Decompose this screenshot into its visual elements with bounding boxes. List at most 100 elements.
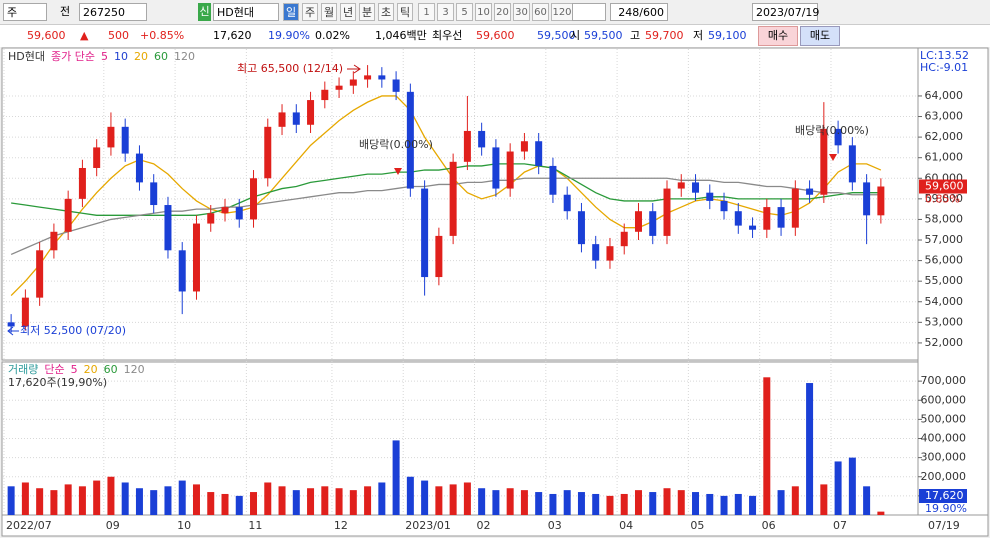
x-tick-label: 11 xyxy=(248,519,262,532)
period-button[interactable]: 틱 xyxy=(397,3,413,21)
high-arrow xyxy=(347,64,361,74)
arrow: ▲ xyxy=(80,29,89,42)
candle-body xyxy=(392,79,400,92)
high-label: 고 xyxy=(630,29,641,42)
volume-bar xyxy=(192,484,200,515)
unit-button[interactable]: 5 xyxy=(456,3,473,21)
period-button[interactable]: 년 xyxy=(340,3,356,21)
dividend-annotation: 배당락(0.00%) xyxy=(795,124,869,137)
candle-body xyxy=(706,192,714,201)
y-tick-label: 300,000 xyxy=(921,451,967,464)
unit-button[interactable]: 60 xyxy=(532,3,549,21)
price-tag-change: 0.85% xyxy=(925,193,960,206)
x-tick-label: 03 xyxy=(548,519,562,532)
legend-item: 60 xyxy=(154,50,168,63)
period-type[interactable]: 주 xyxy=(3,3,47,21)
candle-body xyxy=(592,244,600,261)
legend-item: 60 xyxy=(104,363,118,376)
unit-input[interactable] xyxy=(572,3,606,21)
buy-button[interactable]: 매수 xyxy=(758,26,798,46)
candle-body xyxy=(50,231,58,251)
candle-body xyxy=(834,128,842,146)
volume-tag xyxy=(919,489,967,503)
y-tick-label: 63,000 xyxy=(925,110,964,123)
volume-bar xyxy=(763,377,771,515)
candle-body xyxy=(349,79,357,86)
high: 59,700 xyxy=(645,29,684,42)
candle-body xyxy=(492,147,500,189)
moving-average xyxy=(11,163,881,216)
x-tick-label: 07 xyxy=(833,519,847,532)
candle-body xyxy=(421,188,429,278)
code-input[interactable]: 267250 xyxy=(79,3,147,21)
unit-button[interactable]: 1 xyxy=(418,3,435,21)
volume-bar xyxy=(706,493,714,515)
period-button[interactable]: 월 xyxy=(321,3,337,21)
volume-bar xyxy=(563,490,571,515)
candle-body xyxy=(278,112,286,127)
period-button[interactable]: 분 xyxy=(359,3,375,21)
volume-bar xyxy=(692,492,700,515)
volume-bar xyxy=(620,493,628,515)
candle-body xyxy=(78,167,86,199)
candle-body xyxy=(235,207,243,220)
volume-bar xyxy=(848,457,856,515)
period-button[interactable]: 일 xyxy=(283,3,299,21)
volume-bar xyxy=(378,482,386,515)
unit-button[interactable]: 10 xyxy=(475,3,492,21)
unit-button[interactable]: 30 xyxy=(513,3,530,21)
volume-bar xyxy=(863,486,871,515)
y-tick-label: 600,000 xyxy=(921,393,967,406)
volume-bar xyxy=(7,486,15,515)
legend-item: 10 xyxy=(114,50,128,63)
unit-button[interactable]: 20 xyxy=(494,3,511,21)
legend-item: 120 xyxy=(174,50,195,63)
price-tag xyxy=(919,179,967,194)
candle-body xyxy=(307,100,315,125)
volume-bar xyxy=(64,484,72,515)
candle-body xyxy=(463,130,471,162)
date-input[interactable]: 2023/07/19 xyxy=(752,3,819,21)
period-button[interactable]: 초 xyxy=(378,3,394,21)
volume-bar xyxy=(577,492,585,515)
candle-body xyxy=(292,112,300,125)
candle-body xyxy=(749,225,757,230)
volume-bar xyxy=(78,486,86,515)
legend-title: 거래량 xyxy=(8,363,38,376)
x-tick-label: 05 xyxy=(690,519,704,532)
volume-bar xyxy=(264,482,272,515)
y-tick-label: 56,000 xyxy=(925,254,964,267)
y-tick-label: 53,000 xyxy=(925,315,964,328)
y-tick-label: 55,000 xyxy=(925,274,964,287)
amount: 1,046백만 xyxy=(375,29,427,42)
candle-body xyxy=(634,211,642,232)
sell-button[interactable]: 매도 xyxy=(800,26,840,46)
volume-bar xyxy=(421,480,429,515)
volume: 17,620 xyxy=(213,29,252,42)
y-tick-label: 58,000 xyxy=(925,212,964,225)
candle-body xyxy=(763,207,771,230)
volume-bar xyxy=(278,486,286,515)
candle-body xyxy=(64,198,72,232)
price: 59,600 xyxy=(27,29,66,42)
volume-bar xyxy=(21,482,29,515)
candle-body xyxy=(192,223,200,292)
turnover: 0.02% xyxy=(315,29,350,42)
period-button[interactable]: 주 xyxy=(302,3,318,21)
candle-body xyxy=(606,246,614,261)
volume-bar xyxy=(292,490,300,515)
candle-body xyxy=(863,182,871,216)
x-tick-label: 2022/07 xyxy=(6,519,52,532)
volume-bar xyxy=(178,480,186,515)
legend-item: 20 xyxy=(84,363,98,376)
volume-bar xyxy=(221,493,229,515)
volume-bar xyxy=(649,492,657,515)
unit-button[interactable]: 3 xyxy=(437,3,454,21)
candle-body xyxy=(36,250,44,298)
volume-bar xyxy=(492,490,500,515)
name-input[interactable]: HD현대 xyxy=(213,3,279,21)
volume-bar xyxy=(335,488,343,515)
volume-bar xyxy=(506,488,514,515)
candle-body xyxy=(178,250,186,292)
